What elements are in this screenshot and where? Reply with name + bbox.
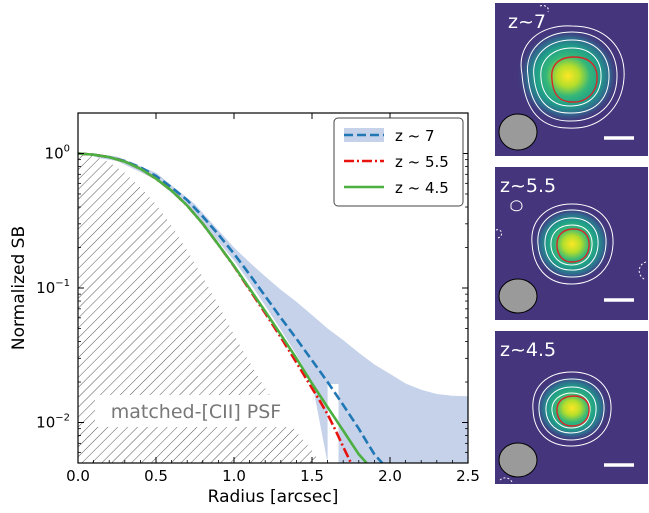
- y-tick-label: 10−1: [36, 278, 70, 297]
- dashed-contour: [539, 5, 549, 13]
- x-tick-label: 0.0: [66, 467, 90, 485]
- x-tick-label: 1.5: [300, 467, 324, 485]
- x-tick-label: 2.0: [378, 467, 402, 485]
- white-contours: [510, 200, 614, 285]
- source-emission: [516, 28, 620, 124]
- beam-ellipse: [498, 442, 538, 478]
- plot-content: [78, 152, 468, 463]
- red-contour: [556, 228, 590, 263]
- source-emission: [534, 374, 610, 442]
- y-axis: 100 10−1 10−2: [36, 112, 468, 464]
- x-tick-label: 2.5: [456, 467, 480, 485]
- source-emission: [532, 206, 612, 282]
- y-tick-label: 100: [45, 143, 70, 162]
- x-axis: 0.0 0.5 1.0 1.5 2.0 2.5: [66, 113, 480, 485]
- legend-label-z4p5: z ~ 4.5: [395, 179, 449, 197]
- red-contour: [551, 56, 598, 103]
- y-axis-label: Normalized SB: [9, 226, 29, 350]
- dashed-contours: [495, 229, 647, 281]
- dashed-contour: [499, 477, 513, 483]
- panel-label: z~7: [508, 11, 546, 33]
- beam-ellipse: [498, 278, 538, 314]
- red-contour: [556, 395, 590, 427]
- panel-label: z~4.5: [500, 339, 556, 361]
- series-line-z4p5: [78, 152, 368, 463]
- white-contours: [520, 25, 625, 129]
- z7-uncertainty-band: [78, 152, 468, 463]
- x-axis-label: Radius [arcsec]: [208, 487, 339, 507]
- psf-label-group: matched-[CII] PSF: [95, 395, 298, 427]
- beam-ellipse: [498, 113, 538, 151]
- x-tick-label: 1.0: [222, 467, 246, 485]
- psf-label-box: [95, 395, 298, 427]
- panel-label: z~5.5: [500, 175, 556, 197]
- psf-hatched-region: [78, 153, 320, 463]
- legend: z ~ 7 z ~ 5.5 z ~ 4.5: [333, 117, 464, 207]
- image-panel-z5p5: z~5.5: [495, 167, 648, 320]
- legend-label-z5p5: z ~ 5.5: [395, 153, 449, 171]
- white-contours: [532, 371, 612, 447]
- x-tick-label: 0.5: [144, 467, 168, 485]
- psf-label: matched-[CII] PSF: [111, 401, 281, 423]
- image-panel-z4p5: z~4.5: [495, 331, 648, 484]
- legend-label-z7: z ~ 7: [395, 127, 435, 145]
- image-panel-z7: z~7: [495, 3, 648, 156]
- y-tick-label: 10−2: [36, 413, 70, 432]
